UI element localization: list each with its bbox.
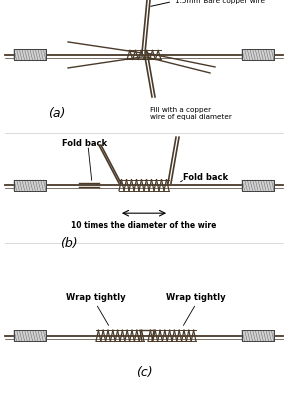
Bar [14,179,46,191]
Bar [242,330,274,341]
Text: 1.5mm²Bare copper wire: 1.5mm²Bare copper wire [151,0,265,7]
Bar [14,330,46,341]
Text: (a): (a) [48,107,65,120]
Text: Fold back: Fold back [183,173,228,182]
Text: Wrap tightly: Wrap tightly [66,293,126,302]
Text: (b): (b) [60,237,78,250]
Bar [242,49,274,61]
Bar [14,179,46,191]
Bar [242,330,274,341]
Text: (c): (c) [136,366,152,379]
Bar [242,49,274,61]
Text: 10 times the diameter of the wire: 10 times the diameter of the wire [71,221,217,230]
Text: Fill with a copper
wire of equal diameter: Fill with a copper wire of equal diamete… [150,107,232,120]
Bar [242,179,274,191]
Text: Fold back: Fold back [62,139,107,148]
Bar [14,49,46,61]
Text: Wrap tightly: Wrap tightly [166,293,226,302]
Bar [14,330,46,341]
Bar [242,179,274,191]
Bar [14,49,46,61]
